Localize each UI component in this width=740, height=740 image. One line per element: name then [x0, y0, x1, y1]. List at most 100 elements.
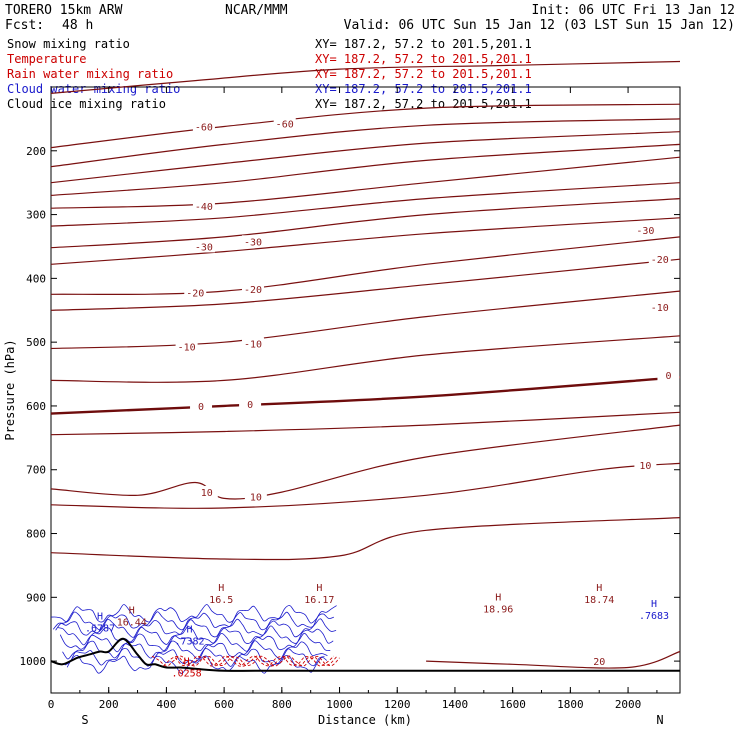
x-tick-label: 0 — [48, 698, 55, 711]
max-marker-value: .0258 — [172, 668, 202, 679]
y-tick-label: 200 — [26, 145, 46, 158]
x-axis-title: Distance (km) — [318, 713, 412, 727]
valid-time: Valid: 06 UTC Sun 15 Jan 12 (03 LST Sun … — [344, 18, 735, 33]
max-marker-value: 16.5 — [209, 595, 233, 606]
legend-xy: XY= 187.2, 57.2 to 201.5,201.1 — [315, 52, 532, 66]
rain-water-contour — [174, 655, 335, 667]
temperature-contour — [50, 290, 681, 350]
cloud-water-contour — [57, 625, 334, 646]
source-label: NCAR/MMM — [225, 3, 288, 18]
label-background — [634, 459, 657, 472]
legend-xy: XY= 187.2, 57.2 to 201.5,201.1 — [315, 37, 532, 51]
cloud-water-contour — [64, 647, 325, 667]
max-marker-h: H — [186, 624, 192, 635]
x-tick-label: 600 — [214, 698, 234, 711]
legend-label: Cloud ice mixing ratio — [7, 97, 166, 111]
label-background — [634, 223, 657, 236]
temperature-contour — [50, 131, 681, 184]
x-tick-label: 200 — [99, 698, 119, 711]
x-tick-label: 2000 — [615, 698, 642, 711]
temperature-contour — [50, 517, 681, 561]
y-tick-label: 400 — [26, 272, 46, 285]
terrain-outline — [50, 637, 680, 672]
max-marker-h: H — [316, 583, 322, 594]
label-background — [657, 369, 680, 382]
label-background — [241, 235, 264, 248]
y-tick-label: 900 — [26, 591, 46, 604]
x-axis-end-label: N — [656, 713, 663, 727]
x-tick-label: 1800 — [557, 698, 584, 711]
label-background — [244, 490, 267, 503]
rain-water-contours — [151, 655, 340, 667]
temperature-label: -60 — [276, 119, 294, 130]
x-axis-start-label: S — [81, 713, 88, 727]
x-tick-label: 1600 — [499, 698, 526, 711]
temperature-contour — [50, 462, 681, 509]
label-background — [192, 240, 215, 253]
temperature-label: 0 — [665, 371, 671, 382]
x-tick-label: 1400 — [442, 698, 469, 711]
legend-label: Temperature — [7, 52, 86, 66]
legend-xy: XY= 187.2, 57.2 to 201.5,201.1 — [315, 97, 532, 111]
temperature-contour — [50, 198, 681, 249]
max-marker-value: 16.17 — [304, 595, 334, 606]
cloud-water-contour — [52, 611, 334, 631]
x-tick-label: 800 — [272, 698, 292, 711]
rain-water-contour — [163, 655, 337, 667]
label-background — [239, 397, 262, 410]
temperature-contour — [50, 335, 681, 383]
max-marker-value: 18.74 — [584, 595, 614, 606]
label-background — [648, 300, 671, 313]
temperature-contour — [50, 258, 681, 311]
label-background — [175, 340, 198, 353]
label-background — [195, 485, 218, 498]
y-tick-label: 500 — [26, 336, 46, 349]
temperature-contour — [50, 118, 681, 168]
temperature-label: -60 — [195, 122, 213, 133]
temperature-label: -10 — [244, 339, 262, 350]
temperature-label: -40 — [195, 202, 213, 213]
max-marker-value: .6787 — [85, 624, 115, 635]
max-marker-value: .7683 — [639, 611, 669, 622]
temperature-contours — [50, 60, 681, 669]
temperature-contour — [50, 236, 681, 296]
temperature-contour — [50, 376, 681, 415]
temperature-label: -10 — [651, 303, 669, 314]
label-background — [192, 120, 215, 133]
legend-xy: XY= 187.2, 57.2 to 201.5,201.1 — [315, 82, 532, 96]
temperature-label: -20 — [651, 255, 669, 266]
x-tick-label: 1200 — [384, 698, 411, 711]
temperature-label: 10 — [201, 488, 213, 499]
y-tick-label: 1000 — [20, 655, 47, 668]
temperature-contour — [50, 411, 681, 436]
x-tick-label: 1000 — [326, 698, 353, 711]
terrain-line — [50, 637, 680, 672]
label-background — [273, 117, 296, 130]
forecast-label: Fcst: — [5, 18, 44, 33]
legend-xy: XY= 187.2, 57.2 to 201.5,201.1 — [315, 67, 532, 81]
temperature-label: -20 — [244, 285, 262, 296]
label-background — [241, 283, 264, 296]
y-tick-label: 700 — [26, 464, 46, 477]
temperature-label: 0 — [247, 400, 253, 411]
cloud-water-contour — [50, 604, 337, 624]
temperature-contour — [50, 103, 681, 149]
temperature-label: 0 — [198, 402, 204, 413]
temperature-contour — [426, 650, 681, 669]
temperature-contour — [50, 182, 681, 227]
max-marker-value: 16.44 — [117, 617, 147, 628]
temperature-label: -30 — [195, 242, 213, 253]
forecast-hours: 48 h — [62, 18, 93, 33]
plot-frame — [50, 86, 681, 694]
legend-label: Rain water mixing ratio — [7, 67, 173, 81]
temperature-contour — [50, 217, 681, 265]
cloud-water-contour — [59, 632, 331, 653]
init-time: Init: 06 UTC Fri 13 Jan 12 — [532, 3, 736, 18]
temperature-labels: -60 -60 -40 -30 -30 -30 -20 -20 -20 -10 -10 -10 0 0 0 1… — [175, 117, 680, 668]
y-tick-label: 600 — [26, 400, 46, 413]
label-background — [190, 399, 213, 412]
cloud-water-contour — [55, 618, 337, 638]
